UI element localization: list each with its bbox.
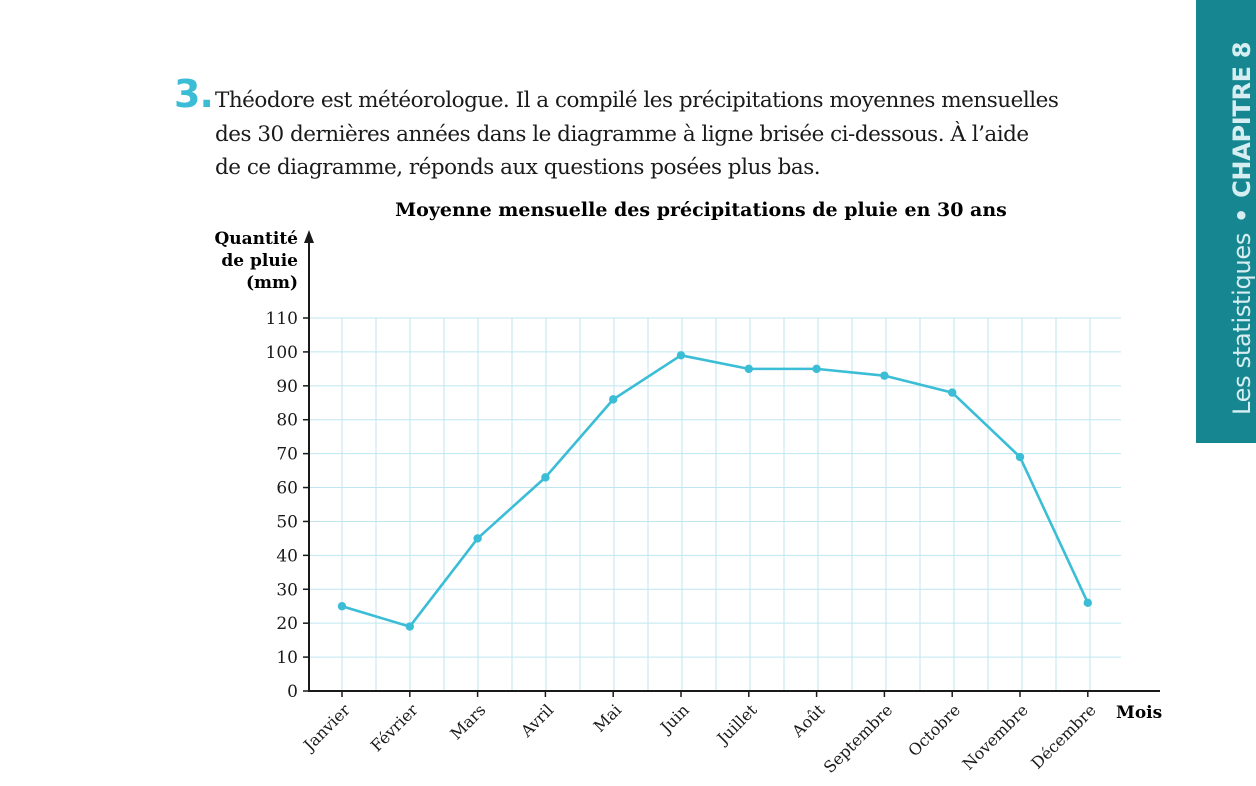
y-tick-label: 90 <box>276 377 298 397</box>
y-axis-label-line-2: de pluie <box>221 251 298 271</box>
x-tick-label: Mai <box>590 700 625 735</box>
y-tick-label: 0 <box>287 682 298 702</box>
y-tick-label: 80 <box>276 411 298 431</box>
question-line-2: des 30 dernières années dans le diagramm… <box>215 121 1029 147</box>
y-tick-label: 30 <box>276 580 298 600</box>
chart-title: Moyenne mensuelle des précipitations de … <box>395 199 1007 221</box>
y-tick-label: 50 <box>276 512 298 532</box>
x-axis-label: Mois <box>1116 703 1162 723</box>
x-tick-label: Février <box>367 700 422 755</box>
x-tick-label: Juillet <box>712 700 761 749</box>
data-point <box>337 602 347 611</box>
x-tick-label: Novembre <box>959 700 1032 773</box>
x-tick-label: Juin <box>655 700 693 738</box>
data-point <box>405 622 414 631</box>
data-point <box>473 534 482 543</box>
data-point <box>541 473 550 482</box>
data-point <box>676 351 686 360</box>
question-text: Théodore est météorologue. Il a compilé … <box>215 84 1095 185</box>
series-group <box>337 351 1093 631</box>
x-tick-label: Août <box>787 700 828 741</box>
question-number: 3. <box>174 72 214 116</box>
y-tick-label: 60 <box>276 479 298 499</box>
x-tick-label: Avril <box>516 700 557 741</box>
x-tick-labels: Janvier Février Mars Avril Mai Juin Juillet Aoû… <box>298 691 1100 777</box>
y-axis-label-line-3: (mm) <box>246 273 298 293</box>
data-point <box>812 364 821 374</box>
x-tick-label: Décembre <box>1027 700 1099 772</box>
y-tick-label: 110 <box>266 309 298 329</box>
chart-grid <box>309 317 1121 691</box>
question-line-3: de ce diagramme, réponds aux questions p… <box>215 155 821 180</box>
data-point <box>609 395 618 404</box>
data-point <box>948 388 957 397</box>
data-point <box>744 364 753 374</box>
y-tick-label: 70 <box>276 445 298 465</box>
data-point <box>880 371 889 380</box>
y-tick-label: 40 <box>276 546 298 566</box>
data-point <box>1083 598 1093 608</box>
x-tick-label: Octobre <box>904 700 964 760</box>
question-line-1: Théodore est météorologue. Il a compilé … <box>215 88 1059 113</box>
y-tick-labels: 0 10 20 30 40 50 60 70 80 90 100 110 <box>266 309 309 702</box>
chapter-side-tab <box>1196 0 1256 443</box>
y-tick-label: 100 <box>266 343 298 363</box>
y-axis-arrow <box>304 230 314 243</box>
chart-axes <box>304 230 1160 692</box>
y-tick-label: 20 <box>276 614 298 634</box>
data-point <box>1015 452 1025 462</box>
x-tick-label: Mars <box>446 700 489 743</box>
x-tick-label: Janvier <box>298 700 354 756</box>
y-tick-label: 10 <box>276 648 298 668</box>
x-tick-label: Septembre <box>820 700 896 776</box>
series-line <box>341 353 1089 628</box>
y-axis-label-line-1: Quantité <box>214 229 298 249</box>
